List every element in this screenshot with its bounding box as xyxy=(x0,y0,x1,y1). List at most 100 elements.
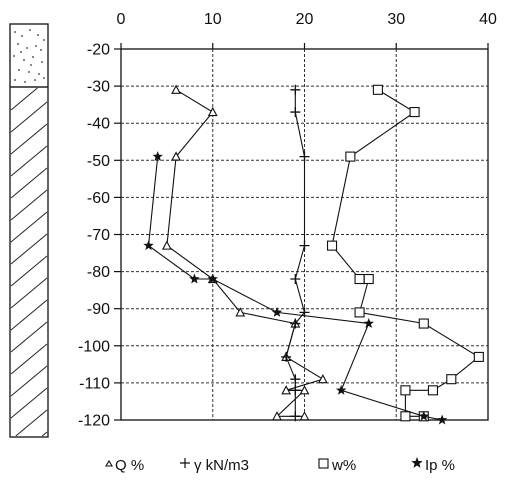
y-tick-label: -80 xyxy=(87,264,110,281)
sand-dot xyxy=(21,35,23,37)
legend-q: Q % xyxy=(115,457,144,474)
x-axis: 0 10 20 30 40 xyxy=(117,11,497,49)
series-line xyxy=(331,89,480,417)
clay-hatch-line xyxy=(15,409,48,437)
data-point-star xyxy=(363,318,374,328)
data-point-star xyxy=(271,306,283,317)
data-point-square xyxy=(363,273,374,285)
data-point-square xyxy=(418,318,429,329)
clay-hatch-line xyxy=(10,233,48,265)
data-point-triangle xyxy=(207,106,218,117)
clay-hatch-line xyxy=(10,387,48,419)
clay-hatch-line xyxy=(10,167,48,199)
sand-dot xyxy=(18,69,20,71)
data-point-triangle xyxy=(235,307,246,317)
x-tick-label: 10 xyxy=(204,11,222,28)
y-tick-label: -40 xyxy=(87,116,110,133)
soil-column-outline xyxy=(9,23,49,438)
data-point-plus xyxy=(290,274,301,285)
series-1 xyxy=(281,84,310,422)
data-point-star xyxy=(189,273,200,284)
clay-hatch-line xyxy=(10,145,48,177)
clay-hatch-line xyxy=(10,277,48,309)
legend-w: w% xyxy=(331,457,356,474)
series-layer xyxy=(143,84,484,425)
y-tick-label: -30 xyxy=(87,79,110,96)
sand-dot xyxy=(41,61,43,63)
legend-square-icon xyxy=(318,458,329,469)
series-line xyxy=(285,89,306,417)
data-point-triangle xyxy=(299,385,310,395)
sand-dot xyxy=(43,77,45,79)
data-point-square xyxy=(354,273,365,285)
grid xyxy=(121,49,488,420)
y-tick-label: -90 xyxy=(87,301,110,318)
series-line xyxy=(166,89,325,417)
series-3 xyxy=(143,151,448,425)
sand-dot xyxy=(37,34,39,36)
data-point-square xyxy=(427,385,439,396)
sand-dot xyxy=(34,79,36,81)
clay-hatch-line xyxy=(10,123,48,155)
legend-star-icon xyxy=(411,457,423,468)
sand-dot xyxy=(30,64,32,66)
clay-hatch-line xyxy=(10,211,48,243)
clay-hatch-line xyxy=(10,299,48,331)
legend-plus-icon xyxy=(180,458,190,468)
data-point-triangle xyxy=(171,151,181,161)
data-point-plus xyxy=(290,318,301,329)
data-point-star xyxy=(335,384,347,395)
sand-dot xyxy=(43,39,45,41)
data-point-star xyxy=(418,410,430,421)
data-point-plus xyxy=(290,374,301,385)
sand-dot xyxy=(23,59,25,61)
clay-hatch-line xyxy=(10,255,48,287)
sand-dot xyxy=(17,43,19,45)
data-point-triangle xyxy=(299,411,310,421)
y-tick-label: -100 xyxy=(78,338,110,355)
data-point-plus xyxy=(290,385,301,396)
sand-dot xyxy=(20,51,22,53)
sand-dot xyxy=(29,29,31,31)
clay-hatch-line xyxy=(10,365,48,397)
soil-column xyxy=(9,23,49,438)
sand-dot xyxy=(24,81,26,83)
y-tick-label: -120 xyxy=(78,413,110,430)
data-point-square xyxy=(400,411,411,422)
x-tick-label: 40 xyxy=(479,11,497,28)
clay-hatch-line xyxy=(10,87,38,111)
data-point-square xyxy=(409,107,420,118)
data-point-square xyxy=(354,307,365,318)
data-point-triangle xyxy=(161,240,172,250)
data-point-star xyxy=(436,414,448,425)
y-tick-label: -50 xyxy=(87,153,110,170)
legend-ip: Ip % xyxy=(425,457,455,474)
legend: Q % γ kN/m3 w% Ip % xyxy=(105,457,455,474)
data-point-plus xyxy=(299,240,310,251)
data-point-square xyxy=(446,374,457,385)
data-point-plus xyxy=(290,107,301,118)
sand-dot xyxy=(14,31,16,33)
sand-dot xyxy=(14,79,16,81)
sand-dot xyxy=(32,56,34,58)
x-tick-label: 20 xyxy=(296,11,314,28)
data-point-triangle xyxy=(281,385,292,395)
legend-triangle-icon xyxy=(105,459,113,467)
data-point-plus xyxy=(290,84,301,95)
data-point-triangle xyxy=(272,411,282,421)
sand-dot xyxy=(13,55,15,57)
clay-hatch-line xyxy=(10,189,48,221)
x-tick-label: 0 xyxy=(117,11,126,28)
y-axis: -20 -30 -40 -50 -60 -70 -80 -90 -100 -110 -120 xyxy=(78,42,121,430)
data-point-plus xyxy=(281,351,292,362)
clay-hatch-line xyxy=(10,343,48,375)
data-point-star xyxy=(152,151,163,162)
sand-layer xyxy=(13,29,45,83)
data-point-plus xyxy=(290,411,301,422)
data-point-square xyxy=(345,151,356,162)
sand-dot xyxy=(26,47,28,49)
y-tick-label: -60 xyxy=(87,190,110,207)
sand-dot xyxy=(38,73,40,75)
y-tick-label: -70 xyxy=(87,227,110,244)
